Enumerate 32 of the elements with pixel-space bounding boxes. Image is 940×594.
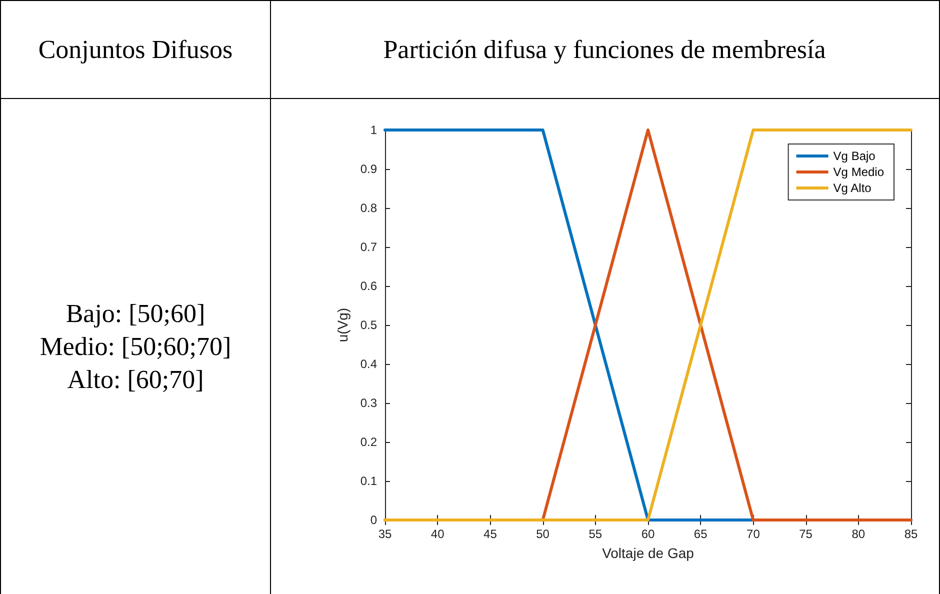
legend-label: Vg Medio bbox=[833, 165, 884, 179]
y-tick-label: 0.3 bbox=[360, 396, 378, 410]
x-tick-label: 60 bbox=[641, 527, 655, 541]
text: Conjuntos Difusos bbox=[0, 0, 271, 99]
x-tick-label: 50 bbox=[536, 527, 550, 541]
y-axis-title: u(Vg) bbox=[334, 308, 350, 342]
y-tick-label: 1 bbox=[370, 123, 378, 137]
x-tick-label: 80 bbox=[852, 527, 866, 541]
text: Medio: [50;60;70] bbox=[40, 330, 232, 362]
y-tick-label: 0.8 bbox=[360, 201, 378, 215]
x-tick-label: 65 bbox=[694, 527, 708, 541]
y-tick-label: 0.6 bbox=[360, 279, 378, 293]
x-tick-label: 70 bbox=[746, 527, 760, 541]
y-tick-label: 0.5 bbox=[360, 318, 378, 332]
x-tick-label: 40 bbox=[430, 527, 445, 541]
legend-label: Vg Bajo bbox=[833, 149, 876, 163]
x-tick-label: 35 bbox=[378, 527, 392, 541]
y-tick-label: 0.4 bbox=[360, 357, 378, 371]
x-tick-label: 45 bbox=[484, 527, 498, 541]
text: Bajo: [50;60] bbox=[66, 298, 206, 330]
x-tick-label: 75 bbox=[799, 527, 813, 541]
y-tick-label: 0 bbox=[370, 513, 378, 527]
x-tick-label: 85 bbox=[904, 527, 918, 541]
y-tick-label: 0.7 bbox=[360, 240, 378, 254]
y-tick-label: 0.9 bbox=[360, 162, 378, 176]
legend-label: Vg Alto bbox=[833, 181, 872, 195]
text: Alto: [60;70] bbox=[67, 364, 204, 396]
x-axis-title: Voltaje de Gap bbox=[602, 545, 694, 561]
y-tick-label: 0.2 bbox=[360, 435, 378, 449]
y-tick-label: 0.1 bbox=[360, 474, 378, 488]
x-tick-label: 55 bbox=[588, 527, 602, 541]
chart-title: Partición difusa y funciones de membresía bbox=[270, 0, 940, 99]
